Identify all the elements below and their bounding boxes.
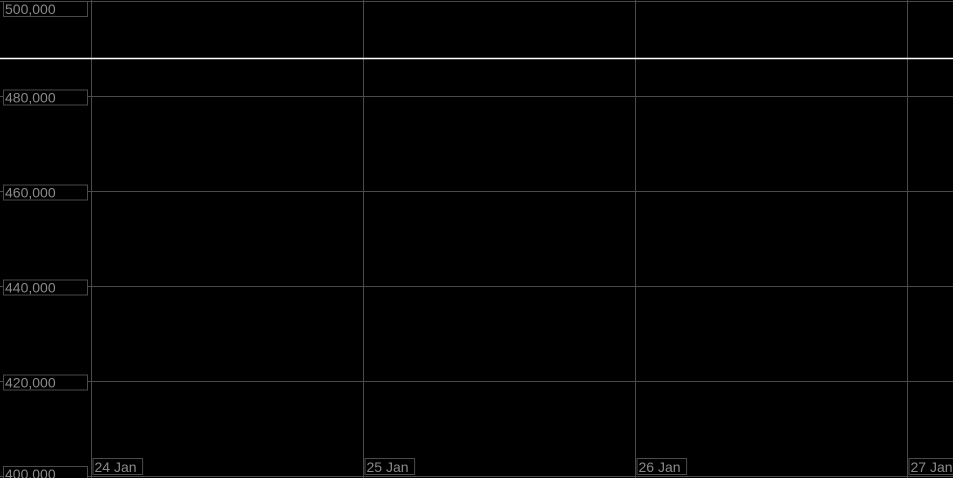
x-tick-box (364, 458, 416, 475)
y-tick-box (3, 279, 88, 296)
x-tick-box (92, 458, 144, 475)
y-tick-label: 400,000 (5, 466, 56, 478)
y-tick-box (3, 374, 88, 391)
x-tick-label: 26 Jan (639, 459, 681, 475)
x-tick-box (908, 458, 953, 475)
y-tick-label: 420,000 (5, 375, 56, 391)
y-tick-label: 500,000 (5, 1, 56, 17)
y-tick-box (3, 184, 88, 201)
y-tick-label: 440,000 (5, 280, 56, 296)
y-tick-box (3, 466, 88, 478)
x-tick-label: 27 Jan (911, 459, 953, 475)
y-tick-label: 460,000 (5, 185, 56, 201)
x-tick-box (636, 458, 688, 475)
y-tick-box (3, 1, 88, 17)
y-tick-box (3, 89, 88, 106)
y-tick-label: 480,000 (5, 90, 56, 106)
x-tick-label: 24 Jan (95, 459, 137, 475)
x-tick-label: 25 Jan (367, 459, 409, 475)
